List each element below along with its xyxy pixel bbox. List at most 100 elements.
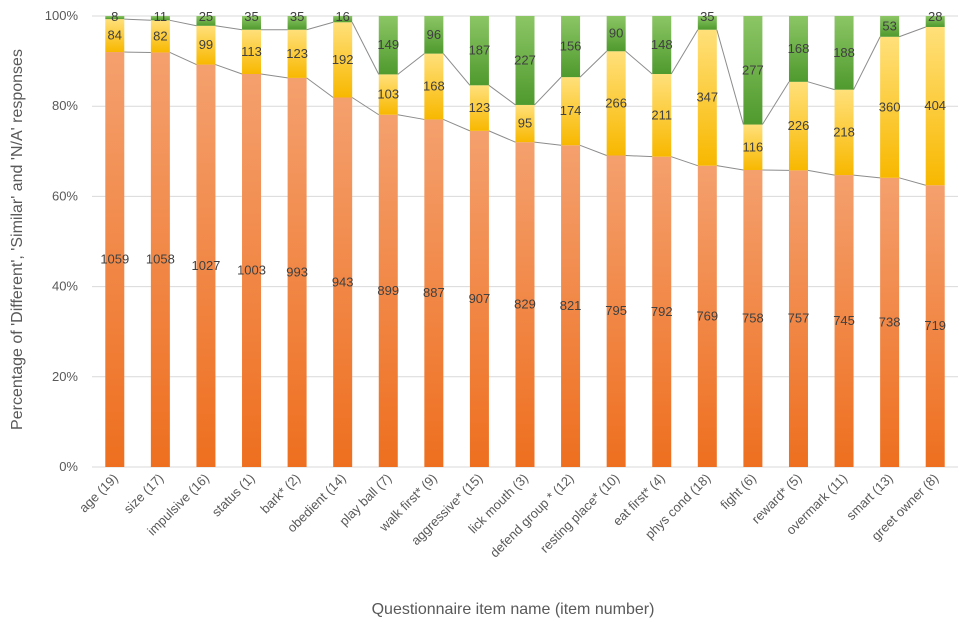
data-label: 187 xyxy=(469,43,491,58)
data-label: 148 xyxy=(651,37,673,52)
bar-segment xyxy=(652,156,672,467)
data-label: 25 xyxy=(199,9,213,24)
data-label: 1059 xyxy=(100,252,129,267)
bar-segment xyxy=(515,104,535,143)
series-line xyxy=(397,114,425,120)
bar-segment xyxy=(743,169,763,467)
data-label: 277 xyxy=(742,62,764,77)
bar-segment xyxy=(561,77,581,146)
series-line xyxy=(534,76,562,106)
bar-segment xyxy=(378,16,398,75)
series-line xyxy=(124,18,151,21)
data-label: 745 xyxy=(833,313,855,328)
bar-segment xyxy=(424,119,444,467)
data-label: 821 xyxy=(560,298,582,313)
series-line xyxy=(761,81,790,125)
series-line xyxy=(443,118,471,132)
bar-segment xyxy=(788,81,808,171)
series-line xyxy=(670,29,699,75)
data-label: 96 xyxy=(427,27,441,42)
data-label: 188 xyxy=(833,45,855,60)
data-label: 757 xyxy=(788,311,810,326)
bar-segment xyxy=(242,29,262,74)
data-label: 11 xyxy=(154,9,168,24)
data-label: 211 xyxy=(651,107,672,122)
data-label: 266 xyxy=(605,95,627,110)
x-tick-label: age (19) xyxy=(76,471,121,516)
bar-segment xyxy=(469,16,489,86)
series-line xyxy=(716,165,744,171)
bar-segment xyxy=(424,53,444,120)
x-axis-title: Questionnaire item name (item number) xyxy=(372,601,655,618)
data-label: 227 xyxy=(514,52,536,67)
data-label: 149 xyxy=(377,37,399,52)
x-tick-label: size (17) xyxy=(121,471,167,517)
series-line xyxy=(169,51,197,66)
data-label: 95 xyxy=(518,116,532,131)
bar-segment xyxy=(242,73,262,468)
series-line xyxy=(351,22,380,75)
bar-segment xyxy=(287,16,307,30)
bar-segment xyxy=(105,16,125,20)
data-label: 907 xyxy=(469,291,491,306)
bar-segment xyxy=(287,77,307,468)
data-label: 123 xyxy=(286,46,308,61)
bar-segment xyxy=(925,26,945,186)
data-label: 347 xyxy=(696,90,718,105)
series-line xyxy=(807,81,835,91)
bar-segment xyxy=(333,22,353,98)
bar-segment xyxy=(652,73,672,157)
bar-segment xyxy=(834,16,854,90)
bar-segment xyxy=(697,16,717,30)
bar-segment xyxy=(880,177,900,468)
data-label: 35 xyxy=(290,9,304,24)
bar-segment xyxy=(333,16,353,23)
series-line xyxy=(716,29,744,125)
series-line xyxy=(306,77,334,98)
series-line xyxy=(306,21,334,31)
series-line xyxy=(260,73,288,79)
data-label: 829 xyxy=(514,297,536,312)
data-label: 404 xyxy=(924,98,946,113)
series-line xyxy=(579,50,608,78)
data-label: 1003 xyxy=(237,262,266,277)
bar-segment xyxy=(424,16,444,54)
data-label: 887 xyxy=(423,285,445,300)
bar-segment xyxy=(150,52,170,467)
bar-segment xyxy=(561,16,581,78)
bar-segment xyxy=(925,16,945,27)
series-line xyxy=(215,64,243,75)
data-label: 993 xyxy=(286,264,308,279)
bar-segment xyxy=(834,89,854,176)
x-axis-ticks: age (19) size (17)impulsive (16)status (1… xyxy=(76,471,941,561)
bar-segment xyxy=(743,124,763,170)
data-label: 16 xyxy=(335,9,349,24)
bar-segment xyxy=(469,130,489,467)
series-line xyxy=(169,19,197,27)
data-label: 156 xyxy=(560,39,582,54)
data-label: 758 xyxy=(742,310,764,325)
data-label: 360 xyxy=(879,99,901,114)
bar-segment xyxy=(105,19,125,53)
bar-segment xyxy=(561,145,581,468)
series-line xyxy=(625,50,653,75)
data-label: 99 xyxy=(199,37,213,52)
data-label: 1027 xyxy=(191,258,220,273)
data-label: 719 xyxy=(924,318,946,333)
series-line xyxy=(488,84,516,106)
bar-segment xyxy=(788,16,808,82)
bar-segment xyxy=(697,165,717,467)
series-line xyxy=(397,53,425,75)
series-line xyxy=(853,36,881,90)
bar-segment xyxy=(743,16,763,125)
data-label: 192 xyxy=(332,52,354,67)
y-tick-label: 100% xyxy=(45,8,79,23)
data-label: 795 xyxy=(605,303,627,318)
data-label: 899 xyxy=(377,283,399,298)
bar-segment xyxy=(606,51,626,156)
data-label: 123 xyxy=(469,100,491,115)
data-label: 53 xyxy=(882,18,896,33)
bar-segment xyxy=(606,155,626,467)
bar-segment xyxy=(469,85,489,131)
